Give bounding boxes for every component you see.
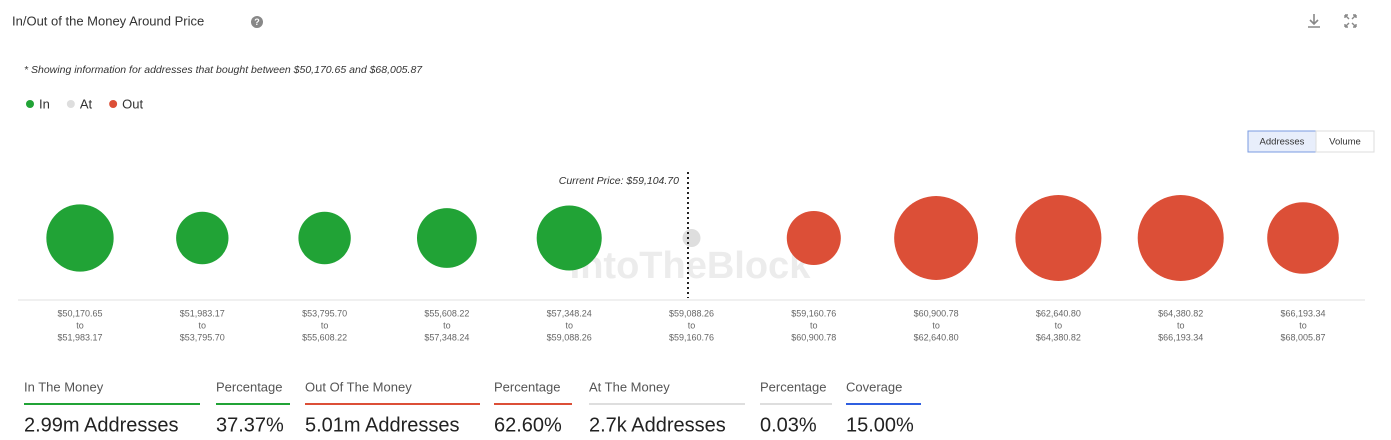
legend-label: In bbox=[39, 96, 50, 111]
note: * Showing information for addresses that… bbox=[24, 64, 423, 76]
range-label: $50,170.65 bbox=[57, 308, 102, 318]
summary-label: Percentage bbox=[760, 379, 827, 394]
bubble bbox=[1267, 202, 1339, 274]
range-label: $51,983.17 bbox=[180, 308, 225, 318]
range-label: to bbox=[810, 320, 818, 330]
summary-value: 15.00% bbox=[846, 414, 914, 436]
summary-value: 5.01m Addresses bbox=[305, 414, 460, 436]
summary-label: In The Money bbox=[24, 379, 104, 394]
range-label: to bbox=[199, 320, 207, 330]
range-label: to bbox=[565, 320, 573, 330]
bubble bbox=[786, 210, 841, 266]
bubble bbox=[46, 204, 114, 272]
range-label: $59,160.76 bbox=[791, 308, 836, 318]
summary-label: At The Money bbox=[589, 379, 670, 394]
range-label: $59,088.26 bbox=[669, 308, 714, 318]
legend-label: Out bbox=[122, 96, 143, 111]
summary-value: 2.99m Addresses bbox=[24, 414, 179, 436]
range-label: to bbox=[1299, 320, 1307, 330]
range-label: $68,005.87 bbox=[1280, 332, 1325, 342]
bubble bbox=[1137, 195, 1224, 281]
button-volume[interactable] bbox=[1315, 130, 1375, 153]
range-label: $57,348.24 bbox=[424, 332, 469, 342]
legend-label: At bbox=[80, 96, 93, 111]
button-label: Volume bbox=[1329, 137, 1361, 148]
legend-dot bbox=[66, 100, 75, 108]
summary-label: Coverage bbox=[846, 379, 902, 394]
summary-label: Percentage bbox=[216, 379, 283, 394]
summary-value: 62.60% bbox=[494, 414, 562, 436]
summary: In The Money 2.99m Addresses Percentage 37.… bbox=[24, 379, 921, 436]
legend: In At Out bbox=[26, 96, 143, 111]
range-label: $51,983.17 bbox=[57, 332, 102, 342]
range-label: $64,380.82 bbox=[1036, 332, 1081, 342]
bubble bbox=[416, 208, 477, 268]
range-label: $59,160.76 bbox=[669, 332, 714, 342]
bubble bbox=[298, 211, 351, 265]
title: In/Out of the Money Around Price bbox=[12, 13, 204, 28]
range-label: $66,193.34 bbox=[1158, 332, 1203, 342]
legend-dot bbox=[26, 100, 34, 108]
range-label: $62,640.80 bbox=[1036, 308, 1081, 318]
expand-icon[interactable] bbox=[1344, 14, 1357, 28]
summary-value: 0.03% bbox=[760, 414, 817, 436]
svg-text:?: ? bbox=[254, 17, 260, 27]
bubble bbox=[536, 205, 602, 271]
range-label: $62,640.80 bbox=[914, 332, 959, 342]
range-label: $59,088.26 bbox=[547, 332, 592, 342]
range-label: $60,900.78 bbox=[791, 332, 836, 342]
range-label: $55,608.22 bbox=[424, 308, 469, 318]
range-label: $57,348.24 bbox=[547, 308, 592, 318]
range-label: to bbox=[443, 320, 451, 330]
summary-label: Out Of The Money bbox=[305, 379, 412, 394]
summary-label: Percentage bbox=[494, 379, 561, 394]
download-icon[interactable] bbox=[1308, 14, 1320, 28]
watermark: IntoTheBlock bbox=[570, 245, 812, 287]
summary-value: 37.37% bbox=[216, 414, 284, 436]
range-label: to bbox=[932, 320, 940, 330]
range-label: $53,795.70 bbox=[180, 332, 225, 342]
plot: IntoTheBlock $50,170.65 to $51,983.17 $51,98… bbox=[18, 172, 1365, 342]
range-label: $55,608.22 bbox=[302, 332, 347, 342]
bubble bbox=[1015, 195, 1102, 281]
bubble bbox=[894, 196, 979, 280]
current-price-label: Current Price: $59,104.70 bbox=[559, 175, 679, 187]
summary-value: 2.7k Addresses bbox=[589, 414, 726, 436]
help-icon[interactable]: ? bbox=[251, 16, 263, 28]
range-label: $66,193.34 bbox=[1280, 308, 1325, 318]
bubble bbox=[176, 211, 229, 265]
range-label: to bbox=[1177, 320, 1185, 330]
toggle: Addresses Volume bbox=[1247, 130, 1375, 153]
range-label: to bbox=[1055, 320, 1063, 330]
button-label: Addresses bbox=[1260, 137, 1305, 148]
range-label: $60,900.78 bbox=[914, 308, 959, 318]
range-label: to bbox=[76, 320, 84, 330]
range-label: $64,380.82 bbox=[1158, 308, 1203, 318]
range-label: $53,795.70 bbox=[302, 308, 347, 318]
bubble bbox=[682, 229, 701, 247]
legend-dot bbox=[109, 100, 118, 108]
range-label: to bbox=[321, 320, 329, 330]
range-label: to bbox=[688, 320, 696, 330]
